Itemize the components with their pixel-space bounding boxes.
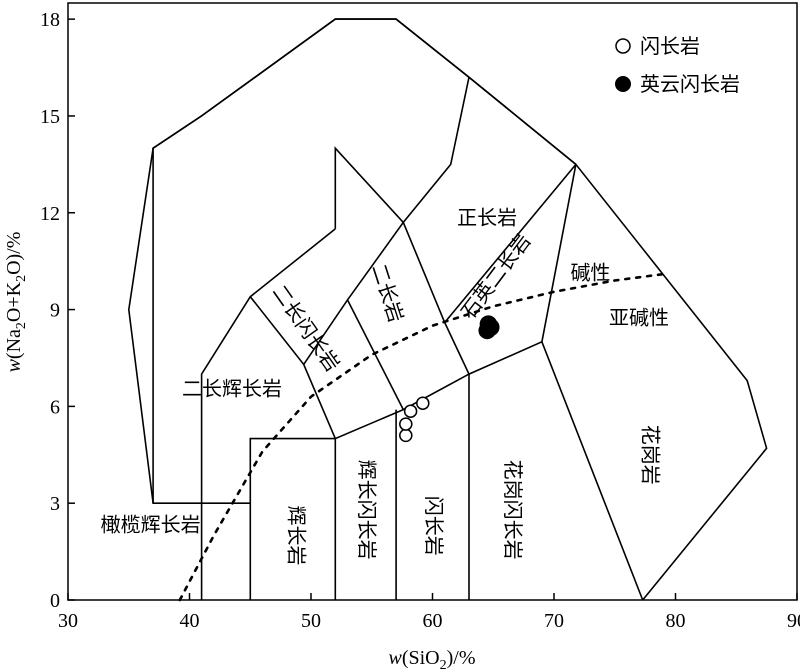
field-label: 石英二长岩 xyxy=(456,229,535,323)
point-diorite xyxy=(416,396,430,410)
point-diorite xyxy=(399,428,413,443)
point-tonalite xyxy=(479,315,498,333)
legend-label-tonalite: 英云闪长岩 xyxy=(640,72,740,96)
x-tick-label: 80 xyxy=(666,610,686,632)
field-label: 碱性 xyxy=(570,261,610,285)
field-label: 闪长岩 xyxy=(422,496,446,556)
y-tick-label: 18 xyxy=(40,9,60,31)
field-label: 正长岩 xyxy=(457,206,517,230)
field-boundary-12 xyxy=(444,163,577,342)
x-tick-label: 50 xyxy=(301,610,321,632)
x-tick-label: 70 xyxy=(544,610,564,632)
y-axis-label: w(Na2O+K2O)/% xyxy=(3,232,29,373)
field-label: 花岗岩 xyxy=(638,425,662,485)
field-label: 橄榄辉长岩 xyxy=(101,512,201,536)
legend: 闪长岩 英云闪长岩 xyxy=(615,34,740,96)
x-tick-label: 60 xyxy=(423,610,443,632)
field-boundary-11 xyxy=(402,222,470,375)
field-boundary-2 xyxy=(200,228,336,600)
field-boundaries xyxy=(127,18,768,601)
x-tick-label: 40 xyxy=(180,610,200,632)
data-points xyxy=(399,315,500,443)
field-label: 辉长岩 xyxy=(285,506,309,566)
y-tick-label: 9 xyxy=(50,300,60,322)
field-boundary-10 xyxy=(346,299,405,410)
legend-marker-tonalite xyxy=(615,76,631,92)
legend-marker-diorite xyxy=(615,38,631,54)
point-diorite xyxy=(403,404,418,418)
y-tick-label: 15 xyxy=(40,106,60,128)
y-tick-label: 0 xyxy=(50,590,60,612)
field-label: 亚碱性 xyxy=(609,306,669,330)
y-tick-label: 3 xyxy=(50,493,60,515)
alkaline-subalkaline-divider xyxy=(178,272,665,602)
point-diorite xyxy=(399,417,413,431)
x-tick-label: 90 xyxy=(787,610,800,632)
field-boundary-1 xyxy=(127,18,577,505)
axis-ticks: 30 40 50 60 70 80 90 0 3 6 9 12 15 18 xyxy=(40,9,800,632)
y-tick-label: 12 xyxy=(40,203,60,225)
legend-label-diorite: 闪长岩 xyxy=(640,34,700,58)
x-axis-label: w(SiO2)/% xyxy=(388,647,475,670)
field-label: 二长岩 xyxy=(367,261,408,325)
field-boundary-9 xyxy=(334,146,404,229)
field-label: 二长辉长岩 xyxy=(182,377,282,401)
field-label: 花岗闪长岩 xyxy=(501,460,525,560)
x-tick-label: 30 xyxy=(58,610,78,632)
y-tick-label: 6 xyxy=(50,396,60,418)
alkaline-divider-line xyxy=(178,272,665,602)
field-label: 辉长闪长岩 xyxy=(355,460,379,560)
field-labels: 正长岩石英二长岩 碱性亚碱性二长闪长岩 二长岩二长辉长岩橄榄辉长岩 辉长岩 辉长闪长岩闪… xyxy=(101,206,669,566)
